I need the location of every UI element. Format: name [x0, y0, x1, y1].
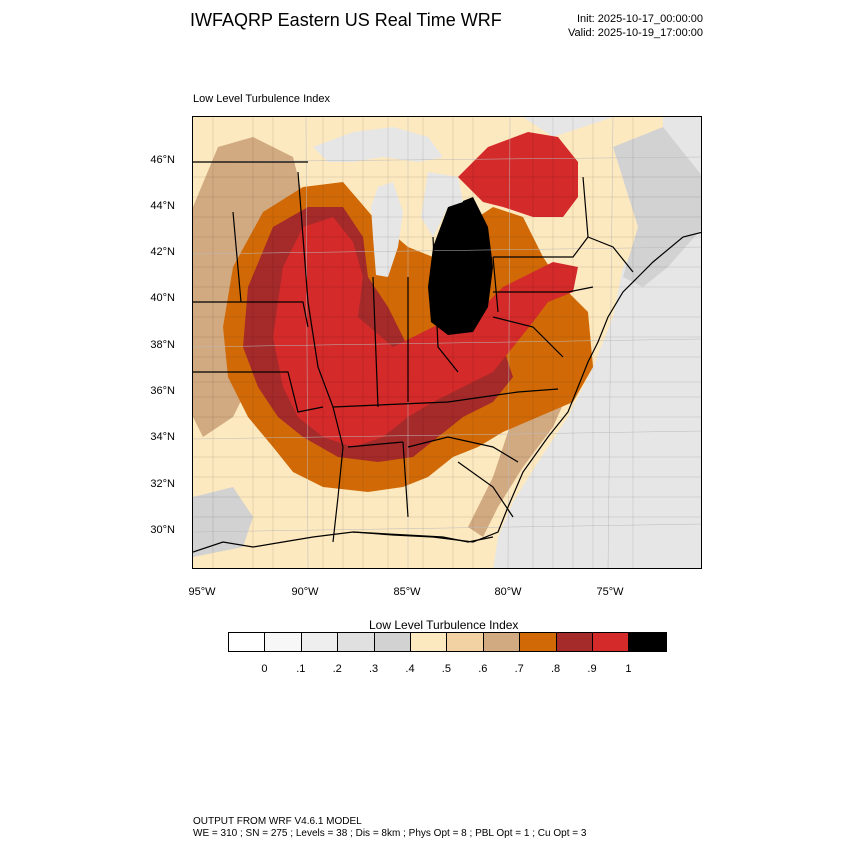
lat-label-34: 34°N [150, 431, 175, 443]
legend-tick-label: .1 [296, 663, 306, 675]
legend-tick-label: .4 [405, 663, 415, 675]
lat-label-30: 30°N [150, 524, 175, 536]
legend-swatch [229, 633, 266, 651]
lake-superior [313, 127, 443, 162]
black-core [428, 197, 493, 335]
legend-swatch [592, 633, 630, 651]
legend-tick-label: .5 [441, 663, 451, 675]
legend-tick-label: .6 [478, 663, 488, 675]
lon-label-90: 90°W [291, 586, 319, 598]
legend-swatch [265, 633, 302, 651]
legend-tick-label: .3 [369, 663, 379, 675]
legend-colorbar [228, 632, 667, 652]
legend-swatch [374, 633, 411, 651]
lat-label-44: 44°N [150, 200, 175, 212]
lat-label-38: 38°N [150, 339, 175, 351]
legend-tick-label: 0 [261, 663, 268, 675]
legend-title: Low Level Turbulence Index [369, 618, 519, 632]
red-region-north [458, 132, 578, 217]
page-title: IWFAQRP Eastern US Real Time WRF [190, 10, 502, 30]
init-time: Init: 2025-10-17_00:00:00 [577, 13, 703, 25]
lat-label-40: 40°N [150, 292, 175, 304]
valid-time: Valid: 2025-10-19_17:00:00 [568, 27, 703, 39]
lon-label-95: 95°W [188, 586, 216, 598]
graticule [193, 117, 701, 568]
legend-tick-label: 1 [625, 663, 632, 675]
legend-tick-label: .7 [514, 663, 524, 675]
lat-label-32: 32°N [150, 478, 175, 490]
footer-model: OUTPUT FROM WRF V4.6.1 MODEL [193, 816, 362, 827]
lat-label-36: 36°N [150, 385, 175, 397]
legend-swatch [629, 633, 666, 651]
county-lines [193, 117, 701, 568]
legend-swatch [483, 633, 521, 651]
lon-label-85: 85°W [393, 586, 421, 598]
legend-swatch [556, 633, 593, 651]
footer-config: WE = 310 ; SN = 275 ; Levels = 38 ; Dis … [193, 828, 587, 839]
red-region [273, 217, 578, 447]
lat-label-42: 42°N [150, 246, 175, 258]
plot-subtitle: Low Level Turbulence Index [193, 93, 330, 105]
lon-label-75: 75°W [596, 586, 624, 598]
lon-label-80: 80°W [494, 586, 522, 598]
legend-tick-label: .9 [587, 663, 597, 675]
legend-swatch [338, 633, 375, 651]
lat-label-46: 46°N [150, 154, 175, 166]
gulf-grey [193, 487, 253, 557]
legend-swatch [301, 633, 339, 651]
lake-huron [421, 172, 463, 237]
legend-tick-label: .8 [551, 663, 561, 675]
northeast-grey [613, 127, 701, 287]
lake-michigan [371, 182, 403, 277]
legend-tick-label: .2 [332, 663, 342, 675]
coastline [193, 231, 701, 553]
map-svg [193, 117, 701, 568]
legend-swatch [410, 633, 448, 651]
legend-swatch [447, 633, 484, 651]
map-panel [192, 116, 702, 569]
legend-swatch [520, 633, 557, 651]
